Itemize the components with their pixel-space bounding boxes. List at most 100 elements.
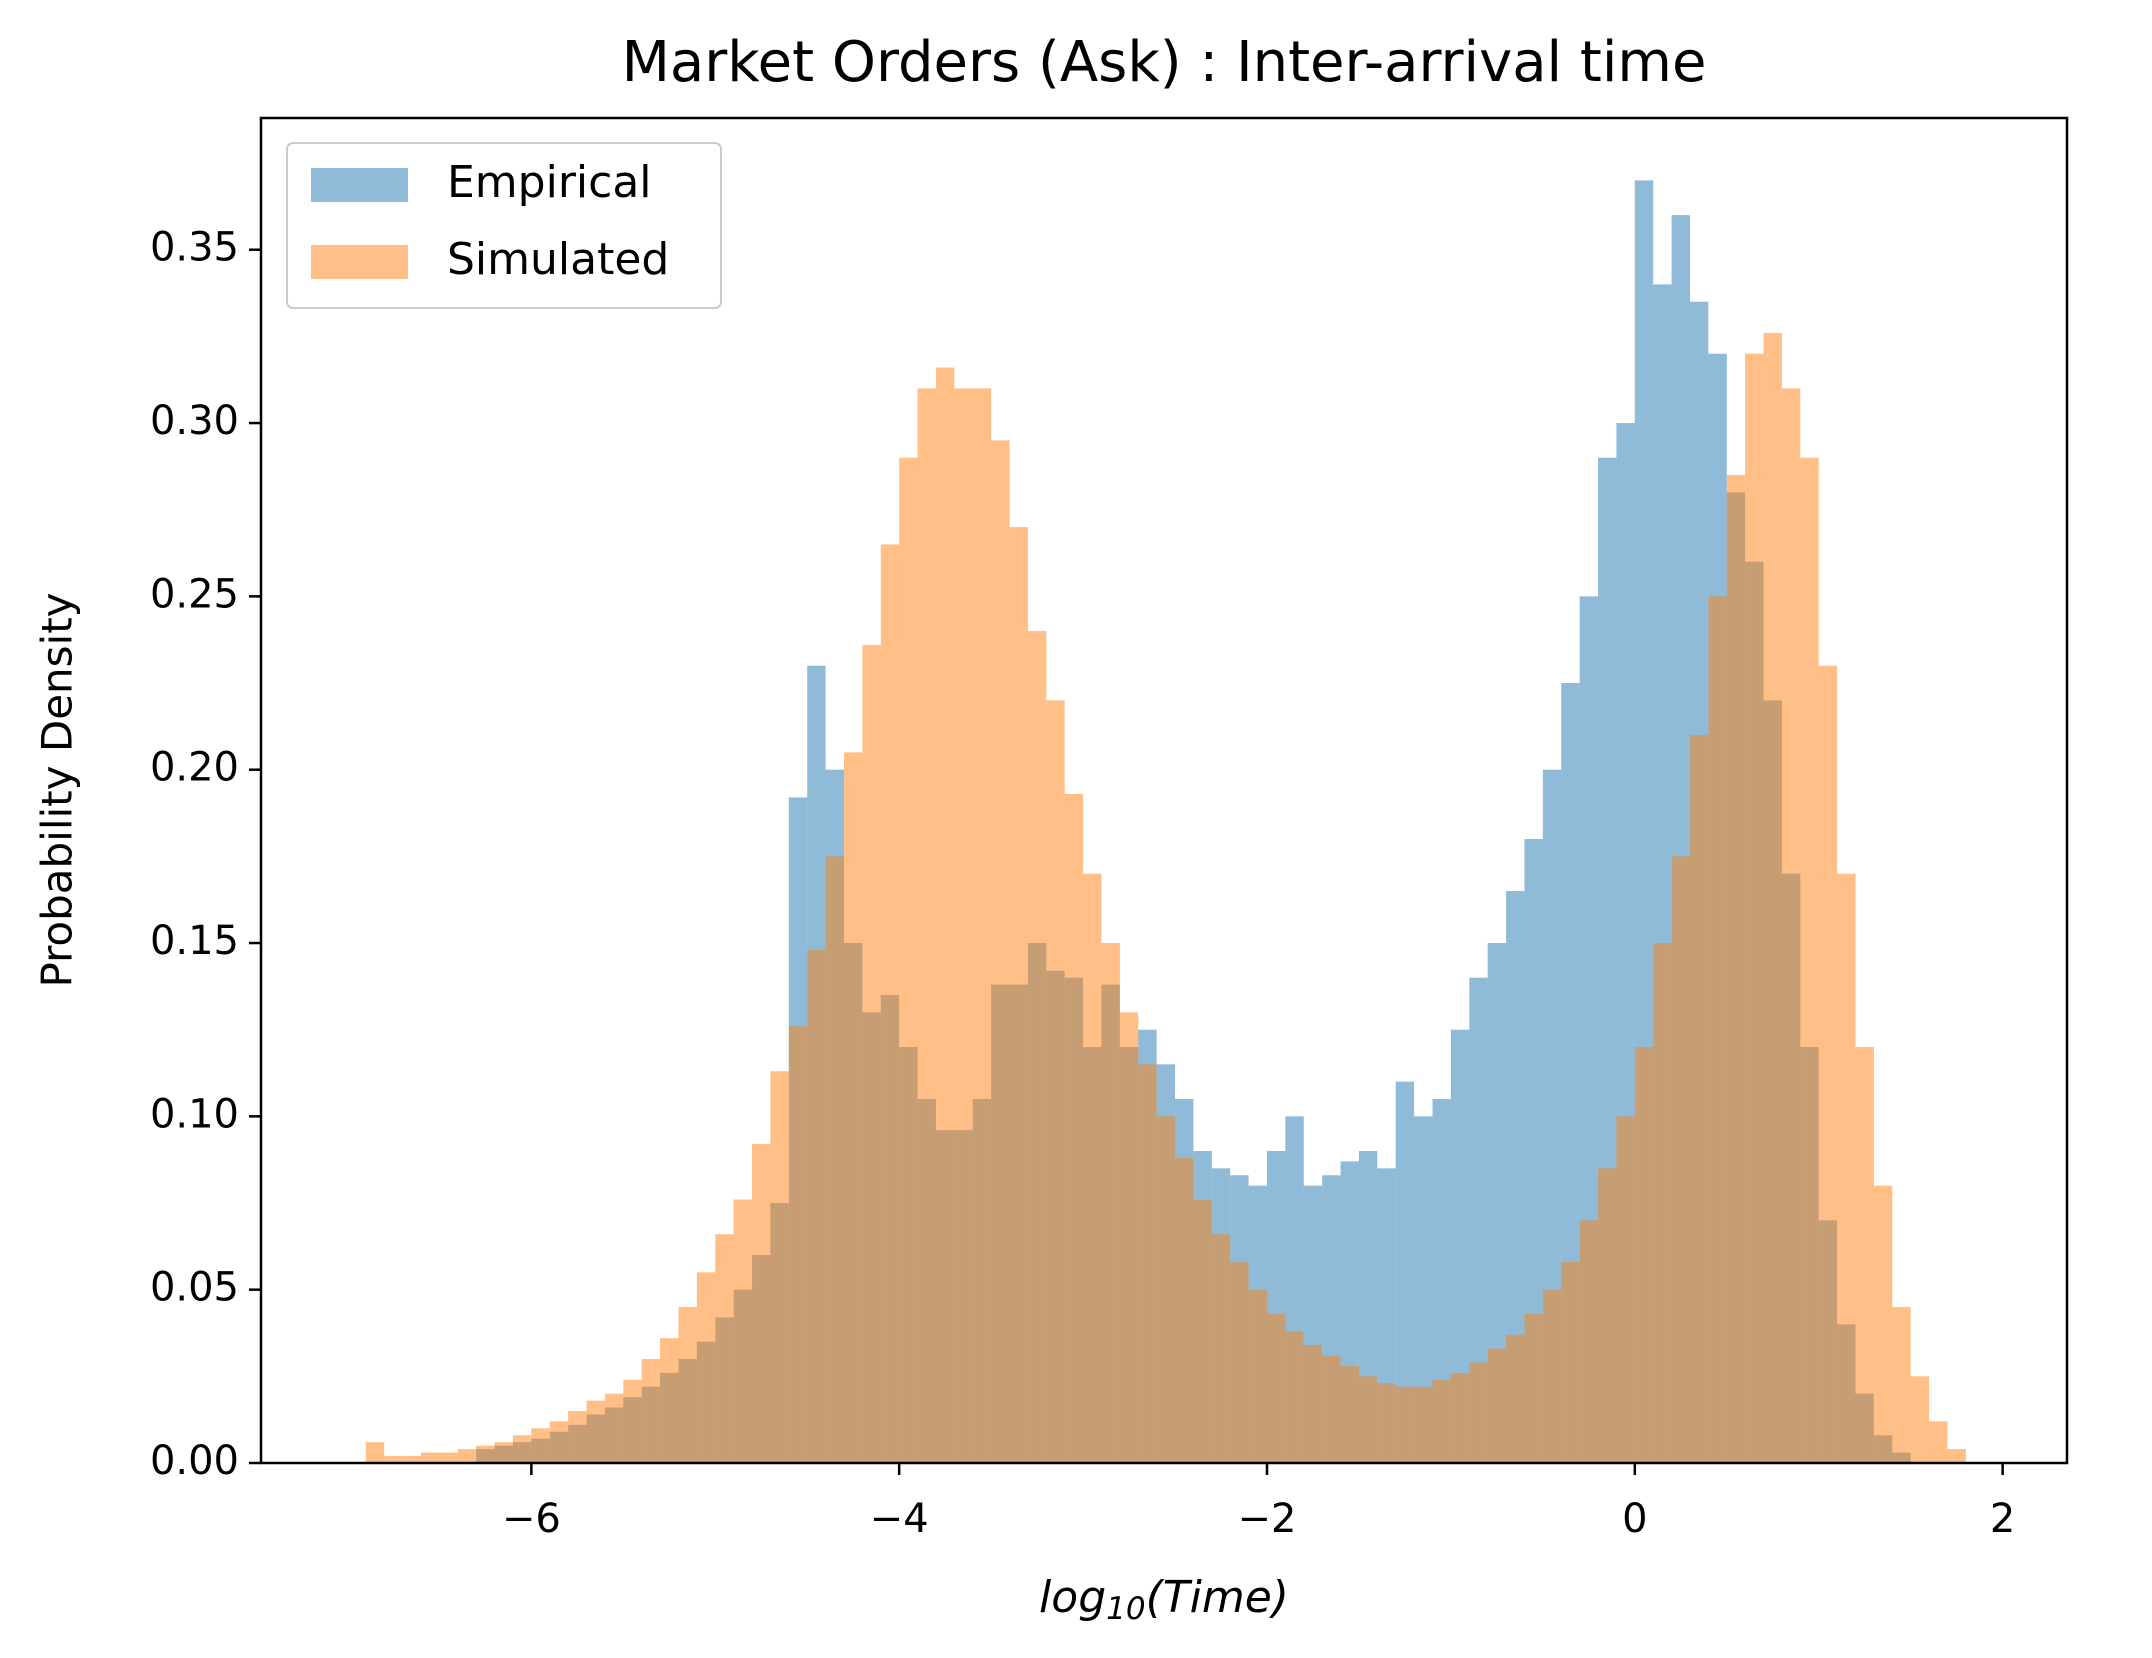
- x-tick-label: −2: [1238, 1496, 1297, 1542]
- bar: [733, 1199, 753, 1463]
- y-axis-label: Probability Density: [33, 592, 82, 987]
- bar: [752, 1144, 771, 1463]
- bar: [1487, 943, 1507, 1463]
- bar: [1763, 332, 1782, 1464]
- bar: [1653, 943, 1672, 1463]
- x-axis-label: log10(Time): [1039, 1572, 1289, 1627]
- bar: [1892, 1307, 1911, 1463]
- bar: [1708, 596, 1727, 1463]
- legend-label: Empirical: [447, 157, 652, 208]
- bar: [1818, 665, 1838, 1463]
- bar: [1414, 1116, 1433, 1463]
- bar: [1800, 457, 1819, 1463]
- bar: [1395, 1386, 1415, 1463]
- bar: [494, 1442, 513, 1463]
- y-tick-label: 0.00: [150, 1438, 239, 1484]
- bar: [1138, 1064, 1157, 1463]
- bar: [1837, 873, 1856, 1463]
- bar: [991, 440, 1010, 1463]
- bar: [1506, 891, 1525, 1463]
- bar: [421, 1452, 440, 1463]
- y-tick-label: 0.05: [150, 1265, 239, 1311]
- bar: [1340, 1365, 1359, 1463]
- bar: [549, 1421, 569, 1463]
- bar: [365, 1442, 385, 1463]
- bar: [1358, 1376, 1378, 1463]
- bar: [1119, 1012, 1139, 1463]
- bar: [1193, 1199, 1212, 1463]
- bar: [843, 752, 863, 1463]
- chart-title: Market Orders (Ask) : Inter-arrival time: [622, 30, 1707, 95]
- bar: [1506, 1334, 1525, 1463]
- bar: [1726, 475, 1746, 1464]
- bar: [1781, 388, 1801, 1463]
- bar: [586, 1400, 605, 1463]
- bar: [1101, 943, 1120, 1463]
- bar: [641, 1359, 661, 1463]
- bar: [696, 1272, 716, 1463]
- bar: [1598, 1168, 1617, 1463]
- x-tick-label: −4: [870, 1496, 929, 1542]
- bar: [1156, 1116, 1176, 1463]
- bar: [1947, 1449, 1966, 1463]
- bar: [660, 1338, 679, 1463]
- bar: [807, 949, 826, 1463]
- bar: [1524, 839, 1543, 1463]
- bar: [935, 367, 955, 1463]
- x-tick-label: 0: [1622, 1496, 1647, 1542]
- legend-label: Simulated: [447, 234, 669, 285]
- bar: [788, 1026, 808, 1463]
- bar: [1046, 700, 1065, 1463]
- y-tick-label: 0.25: [150, 571, 239, 617]
- plot-frame: [259, 116, 2069, 1465]
- bar: [1561, 1261, 1580, 1463]
- bar: [954, 388, 973, 1463]
- bar: [1524, 1313, 1543, 1463]
- bar: [1377, 1383, 1396, 1463]
- bar: [531, 1428, 550, 1463]
- bar: [1929, 1421, 1948, 1463]
- bar: [1634, 1047, 1654, 1463]
- y-tick-label: 0.30: [150, 398, 239, 444]
- bar: [1027, 631, 1047, 1463]
- y-tick-label: 0.20: [150, 745, 239, 791]
- bar: [715, 1234, 734, 1463]
- bar: [1745, 353, 1764, 1463]
- bar: [1689, 735, 1709, 1463]
- bar: [623, 1379, 642, 1463]
- bar: [1450, 1372, 1470, 1463]
- bar: [1579, 1220, 1599, 1463]
- bar: [880, 544, 900, 1463]
- y-tick-label: 0.15: [150, 918, 239, 964]
- bar: [1487, 1348, 1507, 1463]
- bar: [1303, 1345, 1323, 1463]
- bar: [899, 457, 918, 1463]
- bar: [1616, 1116, 1635, 1463]
- bar: [457, 1449, 477, 1463]
- bar: [972, 388, 992, 1463]
- bar: [604, 1393, 624, 1463]
- bar: [1671, 856, 1690, 1463]
- bar: [1285, 1331, 1304, 1463]
- bar: [1414, 1386, 1433, 1463]
- bar: [1322, 1355, 1341, 1463]
- bar: [512, 1435, 532, 1463]
- bar: [770, 1071, 789, 1463]
- y-tick-label: 0.10: [150, 1091, 239, 1137]
- x-label-arg: (Time): [1146, 1572, 1289, 1623]
- bar: [825, 856, 844, 1463]
- bar: [1469, 977, 1488, 1463]
- bar: [1266, 1313, 1286, 1463]
- legend-swatch: [311, 168, 408, 202]
- bar: [1175, 1157, 1194, 1463]
- x-tick-label: 2: [1990, 1496, 2015, 1542]
- x-tick-label: −6: [502, 1496, 561, 1542]
- bar: [1432, 1099, 1451, 1463]
- bar: [1910, 1376, 1930, 1463]
- bar: [1083, 873, 1102, 1463]
- bar: [1450, 1029, 1470, 1463]
- bar: [1469, 1362, 1488, 1463]
- bar: [568, 1411, 587, 1463]
- bar: [402, 1456, 422, 1463]
- bar: [917, 388, 936, 1463]
